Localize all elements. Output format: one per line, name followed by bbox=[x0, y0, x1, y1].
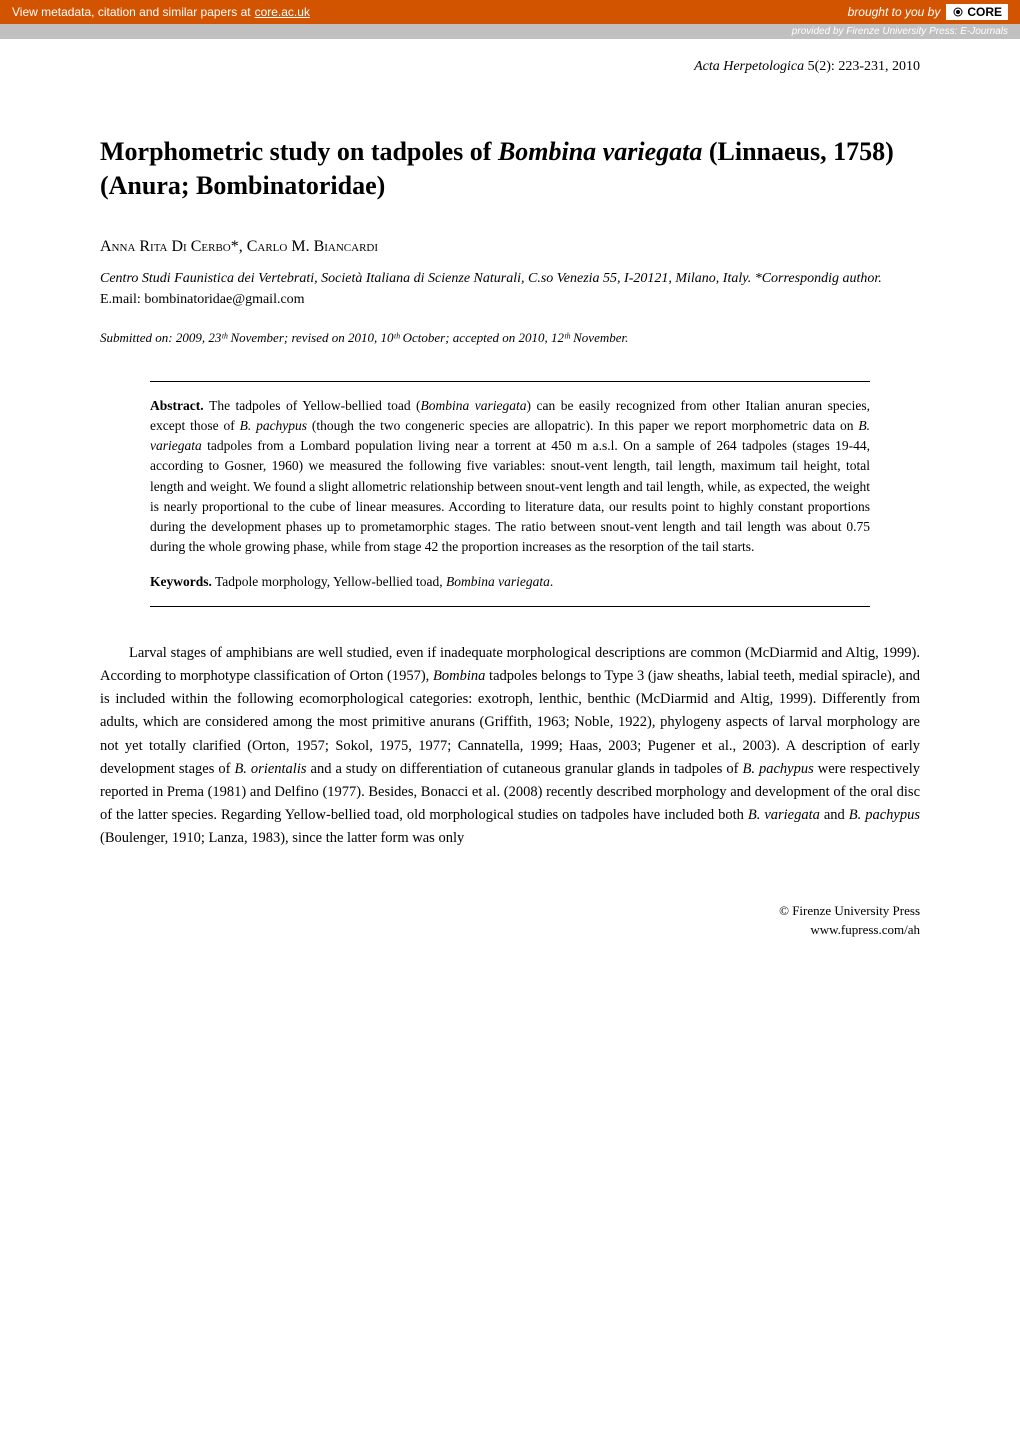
body-s3: B. pachypus bbox=[742, 761, 813, 777]
core-banner-right: brought to you by CORE bbox=[848, 4, 1008, 20]
title-part1: Morphometric study on tadpoles of bbox=[100, 137, 498, 166]
abstract-t1: The tadpoles of Yellow-bellied toad ( bbox=[209, 398, 420, 413]
abstract-s1: Bombina variegata bbox=[421, 398, 527, 413]
footer-url: www.fupress.com/ah bbox=[100, 920, 920, 940]
keywords-label: Keywords. bbox=[150, 574, 212, 589]
body-s1: Bombina bbox=[433, 668, 485, 684]
core-badge[interactable]: CORE bbox=[946, 4, 1008, 20]
abstract-label: Abstract. bbox=[150, 398, 209, 413]
body-s4: B. variegata bbox=[748, 807, 820, 823]
body-s2: B. orientalis bbox=[234, 761, 306, 777]
journal-issue: 5(2): 223-231, 2010 bbox=[804, 59, 920, 74]
email: bombinatoridae@gmail.com bbox=[144, 292, 304, 307]
core-banner-text: View metadata, citation and similar pape… bbox=[12, 5, 251, 19]
core-subbanner: provided by Firenze University Press: E-… bbox=[0, 24, 1020, 39]
keywords-t2: . bbox=[550, 574, 553, 589]
journal-name: Acta Herpetologica bbox=[694, 59, 804, 74]
affiliation: Centro Studi Faunistica dei Vertebrati, … bbox=[100, 268, 920, 310]
submitted-info: Submitted on: 2009, 23ᵗʰ November; revis… bbox=[100, 330, 920, 346]
page-title: Morphometric study on tadpoles of Bombin… bbox=[100, 135, 920, 203]
keywords-t1: Tadpole morphology, Yellow-bellied toad, bbox=[212, 574, 446, 589]
body-s5: B. pachypus bbox=[849, 807, 920, 823]
abstract-s2: B. pachypus bbox=[240, 418, 307, 433]
authors: Anna Rita Di Cerbo*, Carlo M. Biancardi bbox=[100, 238, 920, 256]
core-subbanner-text: provided by Firenze University Press: E-… bbox=[792, 26, 1008, 37]
body-t3: and a study on differentiation of cutane… bbox=[307, 761, 743, 777]
body-t6: (Boulenger, 1910; Lanza, 1983), since th… bbox=[100, 830, 464, 846]
journal-info: Acta Herpetologica 5(2): 223-231, 2010 bbox=[100, 59, 920, 75]
footer: © Firenze University Press www.fupress.c… bbox=[100, 901, 920, 940]
core-icon bbox=[952, 6, 964, 18]
body-paragraph: Larval stages of amphibians are well stu… bbox=[100, 642, 920, 851]
page-content: Acta Herpetologica 5(2): 223-231, 2010 M… bbox=[0, 39, 1020, 1000]
core-banner: View metadata, citation and similar pape… bbox=[0, 0, 1020, 24]
keywords-block: Keywords. Tadpole morphology, Yellow-bel… bbox=[150, 572, 870, 592]
core-link[interactable]: core.ac.uk bbox=[255, 5, 310, 19]
abstract-t3: (though the two congeneric species are a… bbox=[307, 418, 858, 433]
core-banner-left: View metadata, citation and similar pape… bbox=[12, 5, 310, 19]
abstract-t4: tadpoles from a Lombard population livin… bbox=[150, 438, 870, 554]
core-brought-text: brought to you by bbox=[848, 5, 941, 19]
core-badge-text: CORE bbox=[967, 5, 1002, 19]
abstract-block: Abstract. The tadpoles of Yellow-bellied… bbox=[150, 381, 870, 607]
email-label: E.mail: bbox=[100, 292, 144, 307]
footer-copyright: © Firenze University Press bbox=[100, 901, 920, 921]
body-t5: and bbox=[820, 807, 849, 823]
affiliation-text: Centro Studi Faunistica dei Vertebrati, … bbox=[100, 271, 882, 286]
keywords-s1: Bombina variegata bbox=[446, 574, 550, 589]
title-species: Bombina variegata bbox=[498, 137, 702, 166]
abstract-text: Abstract. The tadpoles of Yellow-bellied… bbox=[150, 396, 870, 558]
